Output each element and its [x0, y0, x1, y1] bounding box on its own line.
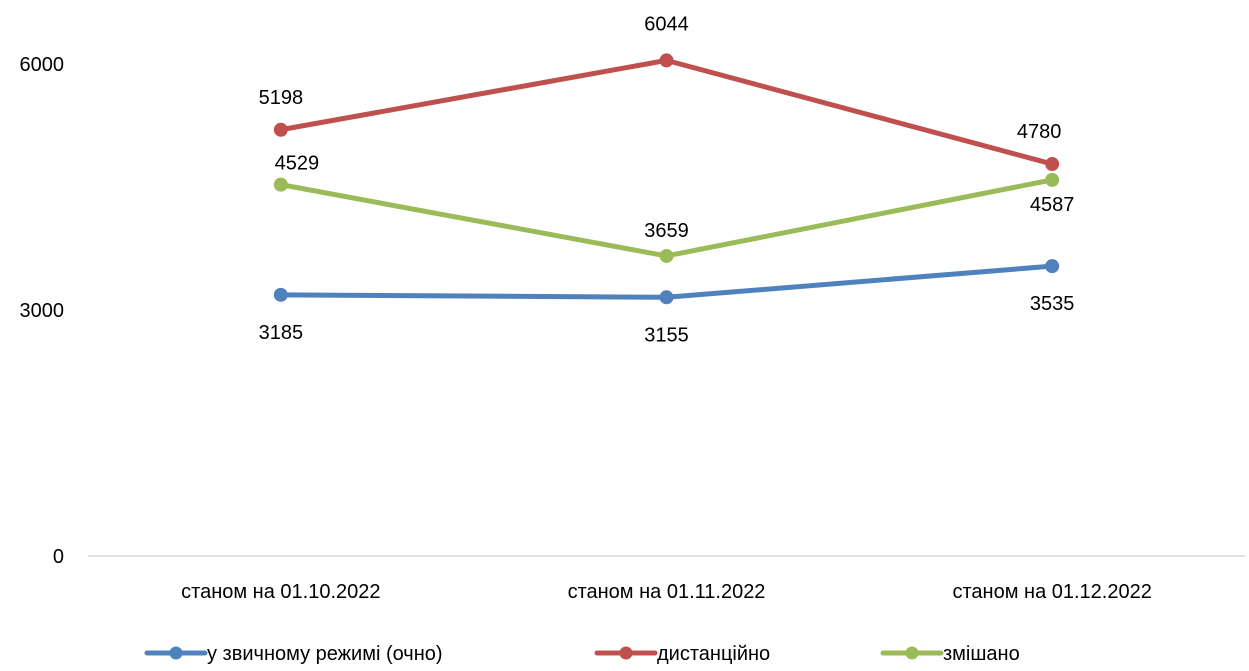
data-point: [273, 122, 288, 137]
legend-label: у звичному режимі (очно): [207, 643, 443, 665]
legend-marker: [905, 646, 919, 660]
series-line: [278, 57, 1055, 167]
data-label: 5198: [259, 87, 304, 109]
data-point: [273, 177, 288, 192]
x-category-label: станом на 01.10.2022: [181, 581, 380, 603]
data-point: [1045, 157, 1060, 172]
legend-marker: [169, 646, 183, 660]
x-category-label: станом на 01.12.2022: [952, 581, 1151, 603]
x-category-label: станом на 01.11.2022: [568, 581, 766, 603]
legend-label: дистанційно: [657, 643, 770, 665]
data-label: 4529: [275, 153, 320, 175]
data-label: 3185: [259, 322, 304, 344]
data-point: [1045, 259, 1060, 274]
y-tick-label: 6000: [20, 54, 65, 76]
data-label: 3659: [644, 220, 689, 242]
data-point: [659, 290, 674, 305]
y-tick-label: 0: [53, 546, 64, 568]
data-point: [659, 53, 674, 68]
data-label: 6044: [644, 13, 689, 35]
y-tick-label: 3000: [20, 300, 65, 322]
data-point: [273, 287, 288, 302]
series-line: [278, 177, 1055, 259]
data-label: 4587: [1030, 194, 1075, 216]
data-label: 3155: [644, 324, 689, 346]
legend-label: змішано: [943, 643, 1020, 665]
data-point: [1045, 172, 1060, 187]
data-point: [659, 248, 674, 263]
legend-marker: [619, 646, 633, 660]
data-label: 3535: [1030, 293, 1075, 315]
data-label: 4780: [1017, 121, 1062, 143]
